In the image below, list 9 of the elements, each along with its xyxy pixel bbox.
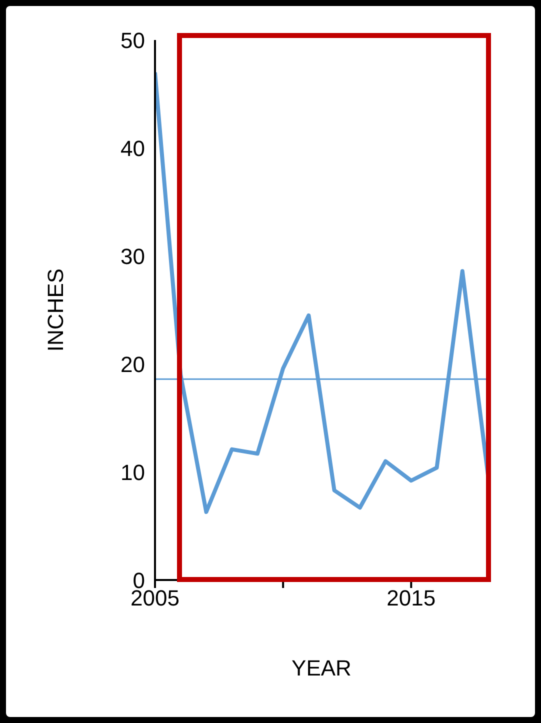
x-axis-title: YEAR	[292, 656, 352, 681]
y-axis-title: INCHES	[42, 268, 68, 352]
y-tick-label: 20	[120, 352, 145, 377]
x-tick-label: 2015	[386, 586, 436, 611]
line-series	[155, 70, 488, 514]
y-tick-label: 50	[120, 28, 145, 53]
y-tick-label: 40	[120, 136, 145, 161]
y-tick-label: 30	[120, 244, 145, 269]
y-tick-label: 10	[120, 460, 145, 485]
